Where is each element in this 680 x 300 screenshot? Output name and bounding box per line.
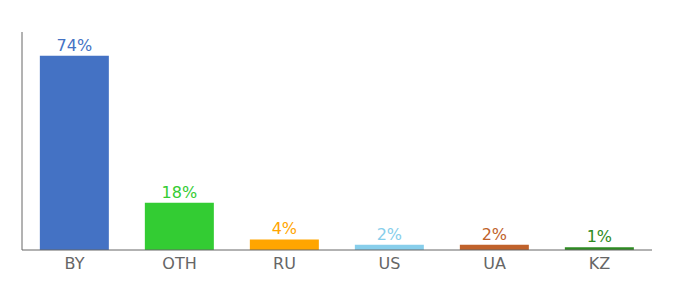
svg-text:UA: UA [483, 254, 506, 273]
svg-text:US: US [379, 254, 401, 273]
svg-text:2%: 2% [482, 225, 507, 244]
svg-text:BY: BY [65, 254, 85, 273]
svg-text:4%: 4% [272, 219, 297, 238]
svg-text:2%: 2% [377, 225, 402, 244]
svg-text:OTH: OTH [162, 254, 196, 273]
svg-text:1%: 1% [587, 227, 612, 246]
svg-text:RU: RU [273, 254, 296, 273]
svg-text:KZ: KZ [589, 254, 610, 273]
svg-text:18%: 18% [162, 183, 198, 202]
svg-text:74%: 74% [57, 36, 93, 55]
